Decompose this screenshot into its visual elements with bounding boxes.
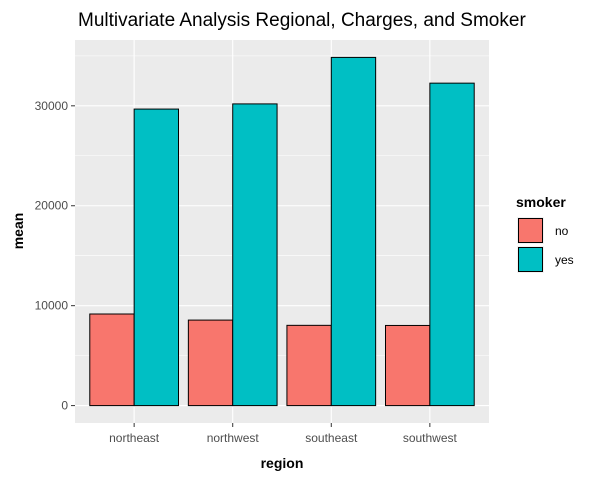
y-axis: 0 10000 20000 30000 — [35, 99, 75, 413]
bar-yes-northwest — [232, 103, 278, 407]
legend-label-no: no — [555, 224, 569, 238]
bar-no-northwest — [187, 319, 234, 407]
bar-yes-southeast — [330, 56, 377, 407]
x-tick-label: southwest — [403, 431, 458, 445]
x-tick-label: northwest — [207, 431, 260, 445]
legend-label-yes: yes — [555, 253, 574, 267]
y-tick-label: 20000 — [35, 199, 69, 213]
bar-no-southeast — [286, 324, 332, 407]
y-tick-label: 0 — [61, 399, 68, 413]
chart-title: Multivariate Analysis Regional, Charges,… — [78, 10, 526, 31]
legend: smoker no yes — [516, 194, 574, 273]
y-tick-label: 10000 — [35, 299, 69, 313]
x-tick-label: southeast — [305, 431, 358, 445]
legend-title: smoker — [516, 194, 566, 210]
bar-yes-southwest — [429, 82, 475, 407]
bars — [89, 56, 475, 407]
y-tick-label: 30000 — [35, 99, 69, 113]
bar-no-northeast — [89, 313, 135, 407]
x-axis-title: region — [261, 455, 304, 471]
legend-swatch-yes — [518, 247, 543, 272]
x-axis: northeast northwest southeast southwest — [109, 423, 458, 445]
legend-swatch-no — [518, 218, 543, 243]
x-tick-label: northeast — [109, 431, 160, 445]
bar-yes-northeast — [133, 108, 179, 407]
y-axis-title: mean — [10, 213, 26, 250]
bar-no-southwest — [385, 324, 431, 407]
